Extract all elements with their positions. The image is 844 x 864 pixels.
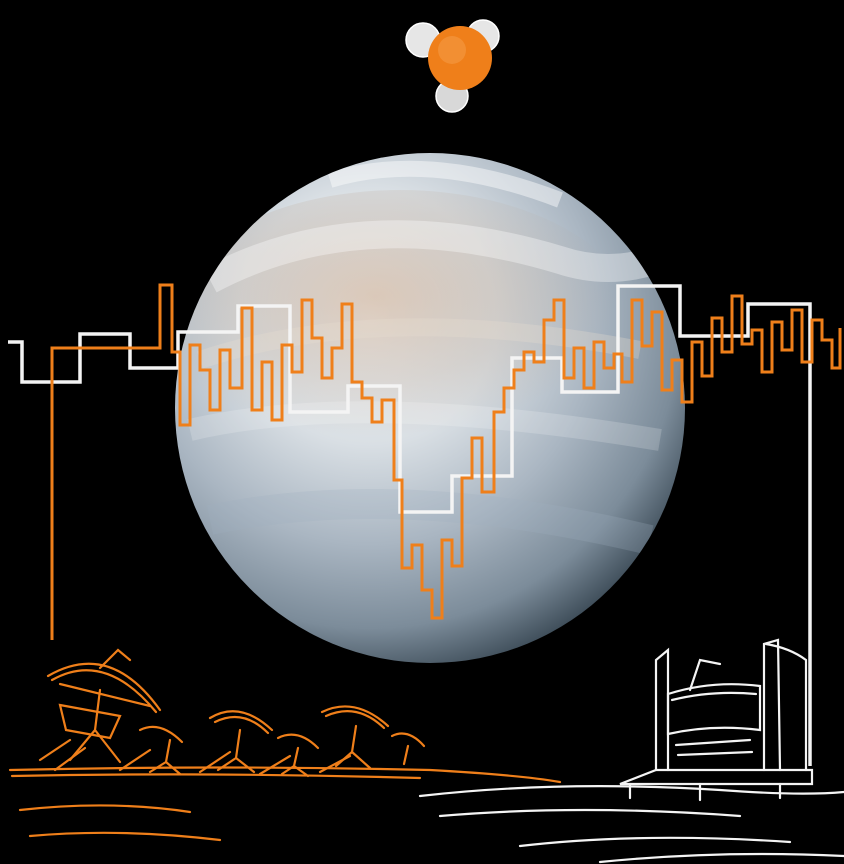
orange-spectrum-line: [50, 283, 842, 640]
radio-dish-array-sketch: [8, 648, 562, 842]
phosphine-molecule-icon: [405, 19, 500, 113]
white-spectrum-line: [8, 284, 812, 766]
venus-planet: [175, 153, 685, 663]
telescope-dome-sketch: [418, 638, 844, 864]
